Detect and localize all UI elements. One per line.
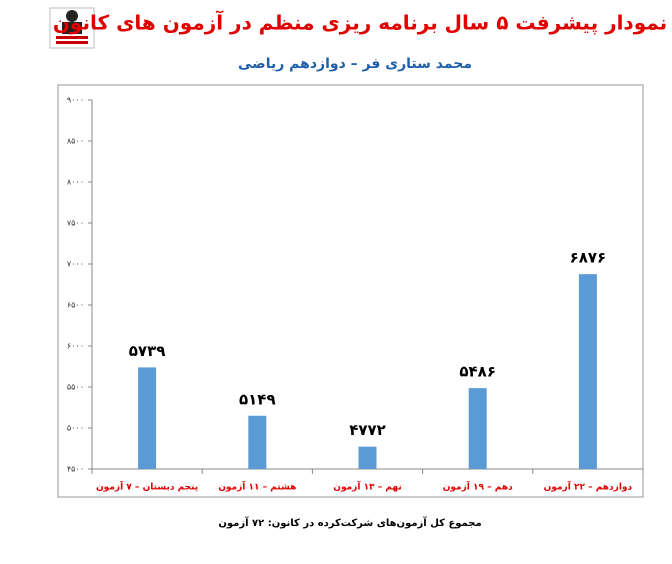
x-tick-label: نهم – ۱۳ آزمون [333,481,401,493]
y-tick-label: ۸۵۰۰ [67,137,84,146]
y-tick-label: ۵۰۰۰ [67,424,84,433]
bar [138,367,157,469]
y-tick-label: ۶۰۰۰ [67,342,84,351]
value-label: ۶۸۷۶ [570,249,607,267]
value-label: ۵۷۳۹ [129,342,166,360]
value-label: ۴۷۷۲ [349,421,386,439]
bar [358,446,377,469]
chart-subtitle: محمد ستاری فر – دوازدهم ریاضی [238,56,472,72]
y-tick-label: ۴۵۰۰ [67,465,84,474]
x-tick-label: دوازدهم – ۲۲ آزمون [544,481,633,493]
x-tick-label: دهم – ۱۹ آزمون [443,481,513,493]
y-tick-label: ۸۰۰۰ [67,178,84,187]
value-label: ۵۴۸۶ [459,363,496,381]
y-tick-label: ۷۵۰۰ [67,219,84,228]
logo [49,7,95,49]
plot-frame [57,84,644,498]
y-tick-label: ۷۰۰۰ [67,260,84,269]
y-tick-label: ۵۵۰۰ [67,383,84,392]
bar [468,388,487,469]
y-tick-label: ۶۵۰۰ [67,301,84,310]
x-tick-label: هشتم – ۱۱ آزمون [218,481,296,493]
chart-title: نمودار پیشرفت ۵ سال برنامه ریزی منظم در … [53,10,667,36]
x-tick-label: پنجم دبستان – ۷ آزمون [96,481,198,493]
bar [248,415,267,469]
value-label: ۵۱۴۹ [239,390,276,408]
footnote: مجموع کل آزمون‌های شرکت‌کرده در کانون: ۷… [218,516,481,529]
y-tick-label: ۹۰۰۰ [67,96,84,105]
bar [578,274,597,469]
